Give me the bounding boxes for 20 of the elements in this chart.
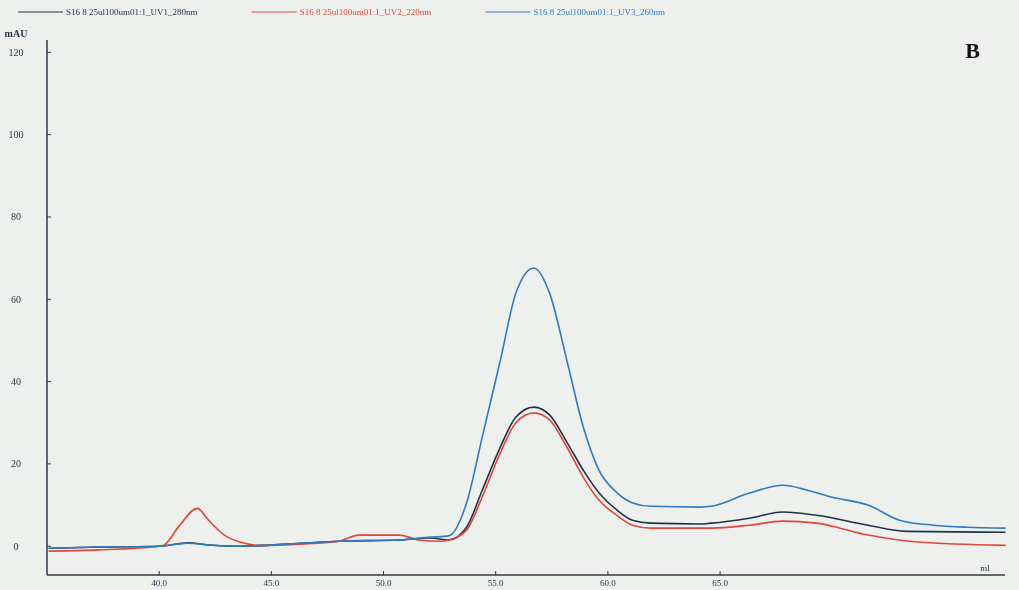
legend-label: S16 8 25ul100um01:1_UV2_220nm (299, 7, 432, 17)
x-tick-label: 45.0 (263, 578, 280, 588)
y-tick-label: 120 (8, 46, 24, 58)
x-tick-label: 50.0 (375, 578, 392, 588)
y-tick-label: 40 (11, 376, 21, 388)
y-tick-label: 100 (8, 129, 24, 141)
line-series (48, 267, 1006, 550)
y-tick-label: 0 (13, 540, 19, 552)
y-tick-label: 80 (11, 211, 21, 223)
annotation: B (965, 38, 981, 63)
y-tick-label: 20 (11, 458, 21, 470)
x-tick-label: 60.0 (600, 578, 617, 588)
x-tick-label: 55.0 (487, 578, 505, 588)
y-axis-title: mAU (4, 28, 28, 39)
legend-label: S16 8 25ul100um01:1_UV3_260nm (533, 7, 665, 17)
x-tick-label: 40.0 (151, 578, 168, 588)
y-tick-label: 60 (11, 293, 21, 305)
x-axis-title: ml (980, 563, 991, 573)
legend-label: S16 8 25ul100um01:1_UV1_280nm (66, 7, 198, 17)
x-tick-label: 65.0 (712, 578, 729, 588)
